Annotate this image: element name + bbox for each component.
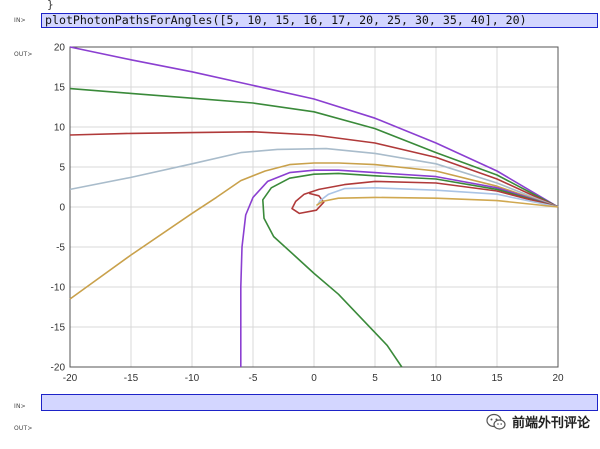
x-tick-label: 0 <box>311 373 317 384</box>
y-tick-label: 10 <box>54 123 66 134</box>
x-tick-label: -10 <box>185 373 200 384</box>
code-input-cell[interactable]: plotPhotonPathsForAngles([5, 10, 15, 16,… <box>41 13 598 28</box>
y-tick-label: -15 <box>51 323 66 334</box>
photon-path-1 <box>69 46 559 208</box>
code-text[interactable]: plotPhotonPathsForAngles([5, 10, 15, 16,… <box>45 13 527 27</box>
photon-path-10 <box>315 196 559 208</box>
photon-path-3 <box>69 131 559 208</box>
x-tick-label: -5 <box>249 373 258 384</box>
output-prompt-label-2: OUT> <box>14 425 33 432</box>
wechat-logo-icon <box>486 413 506 430</box>
y-tick-label: 0 <box>59 203 65 214</box>
watermark: 前端外刊评论 <box>486 412 590 431</box>
photon-path-9 <box>317 187 559 208</box>
photon-path-5 <box>69 162 559 300</box>
input-prompt-label-2: IN> <box>14 403 26 410</box>
photon-path-6 <box>240 169 559 367</box>
y-tick-label: -5 <box>56 243 65 254</box>
photon-path-8 <box>291 180 559 215</box>
previous-cell-brace: } <box>47 0 54 11</box>
photon-path-2 <box>69 87 559 208</box>
x-tick-label: 5 <box>372 373 378 384</box>
watermark-text: 前端外刊评论 <box>511 416 590 431</box>
x-tick-label: 10 <box>430 373 442 384</box>
y-tick-label: 15 <box>54 83 66 94</box>
y-tick-label: 5 <box>59 163 65 174</box>
x-tick-label: -20 <box>63 373 78 384</box>
x-tick-label: -15 <box>124 373 139 384</box>
y-tick-label: 20 <box>54 43 66 54</box>
x-tick-label: 15 <box>491 373 503 384</box>
input-prompt-label: IN> <box>14 17 26 24</box>
y-tick-label: -20 <box>51 363 66 374</box>
photon-path-7 <box>261 172 559 368</box>
plot-series <box>69 46 559 368</box>
code-input-cell-empty[interactable] <box>41 394 598 411</box>
x-tick-label: 20 <box>552 373 564 384</box>
output-prompt-label: OUT> <box>14 51 33 58</box>
plot-tick-labels: -20 -15 -10 -5 0 5 10 15 20 20 15 10 5 0 -5 -10 -15 -20 <box>51 43 564 385</box>
y-tick-label: -10 <box>51 283 66 294</box>
photon-path-4 <box>69 147 559 208</box>
